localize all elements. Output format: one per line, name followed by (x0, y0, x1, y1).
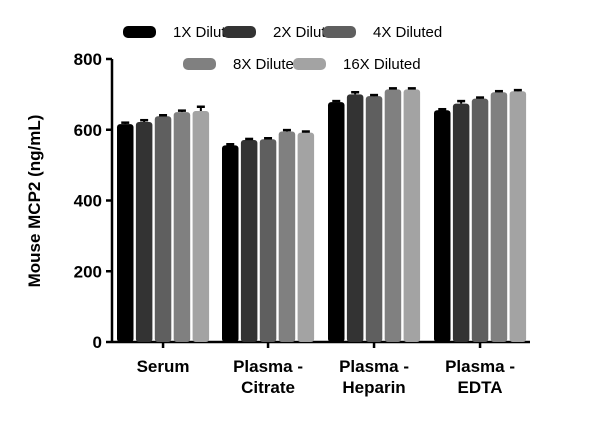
bar (297, 132, 315, 342)
y-tick-label: 400 (74, 192, 102, 211)
legend-swatch (293, 58, 326, 70)
x-tick-label: Plasma - (339, 357, 409, 376)
x-tick-label: EDTA (458, 378, 503, 397)
bar (384, 89, 402, 342)
bar (434, 110, 451, 342)
y-tick-label: 0 (93, 333, 102, 352)
y-tick-label: 200 (74, 262, 102, 281)
bar (452, 103, 470, 342)
x-tick-label: Plasma - (445, 357, 515, 376)
bar (365, 96, 383, 342)
x-tick-label: Citrate (241, 378, 295, 397)
bar (259, 139, 277, 342)
bar (117, 124, 134, 342)
legend-swatch (123, 26, 156, 38)
bar (278, 131, 296, 342)
x-tick-label: Plasma - (233, 357, 303, 376)
bar (192, 111, 210, 342)
bar (471, 98, 489, 343)
bar (509, 91, 527, 342)
legend-swatch (323, 26, 356, 38)
x-tick-label: Serum (137, 357, 190, 376)
legend-swatch (223, 26, 256, 38)
x-tick-label: Heparin (342, 378, 405, 397)
bar (403, 89, 421, 342)
y-axis-label: Mouse MCP2 (ng/mL) (25, 115, 44, 288)
y-tick-label: 600 (74, 121, 102, 140)
bar (135, 121, 153, 342)
bar (328, 102, 345, 342)
bar (346, 94, 364, 342)
bar (173, 112, 191, 342)
y-tick-label: 800 (74, 50, 102, 69)
bar (154, 116, 172, 343)
legend-label: 16X Diluted (343, 56, 421, 73)
legend-label: 4X Diluted (373, 24, 442, 41)
bar (222, 145, 239, 342)
legend-label: 8X Diluted (233, 56, 302, 73)
legend-swatch (183, 58, 216, 70)
bar (240, 140, 258, 342)
bar (490, 92, 508, 342)
